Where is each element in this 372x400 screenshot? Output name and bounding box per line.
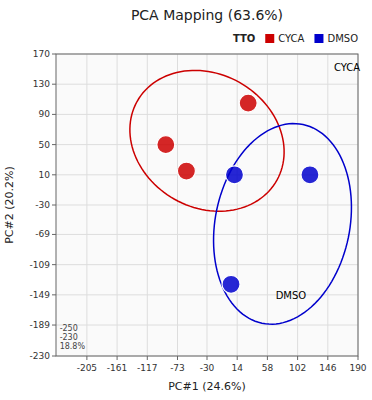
y-tick-label: 130 — [33, 79, 50, 89]
x-tick-label: -205 — [77, 363, 97, 373]
point — [301, 166, 319, 184]
x-tick — [207, 356, 208, 360]
y-tick — [52, 54, 56, 55]
x-tick-label: 58 — [262, 363, 274, 373]
x-tick-label: -117 — [137, 363, 157, 373]
chart: -205-161-117-73-301458102146190-230-189-… — [0, 0, 372, 400]
x-tick — [117, 356, 118, 360]
y-grid-line — [56, 84, 358, 85]
point — [222, 275, 240, 293]
y-tick — [52, 174, 56, 175]
x-tick — [267, 356, 268, 360]
y-tick-label: 50 — [39, 140, 51, 150]
ellipse — [214, 124, 352, 325]
legend-swatch — [314, 34, 323, 43]
x-tick — [297, 356, 298, 360]
annotation: DMSO — [276, 290, 307, 301]
point — [177, 162, 195, 180]
ellipse — [130, 70, 284, 211]
y-tick-label: -69 — [35, 229, 50, 239]
legend-swatch — [265, 34, 274, 43]
x-tick-label: 146 — [319, 363, 336, 373]
y-tick-label: -189 — [30, 320, 51, 330]
y-grid-line — [56, 294, 358, 295]
y-tick — [52, 325, 56, 326]
x-tick — [147, 356, 148, 360]
y-grid-line — [56, 264, 358, 265]
annotation-line: -230 — [60, 333, 78, 342]
plot-background — [56, 54, 358, 356]
x-tick — [86, 356, 87, 360]
y-tick — [52, 114, 56, 115]
grid — [56, 54, 358, 356]
y-tick — [52, 234, 56, 235]
y-grid-line — [56, 144, 358, 145]
annotation-line: DMSO — [276, 290, 307, 301]
y-tick-label: 10 — [39, 170, 51, 180]
plot-frame — [56, 54, 358, 356]
annotation: -250-23018.8% — [60, 324, 86, 351]
y-tick-label: 170 — [33, 49, 50, 59]
x-tick-label: 190 — [349, 363, 366, 373]
y-tick-label: -230 — [30, 351, 51, 361]
y-tick-label: -30 — [35, 200, 50, 210]
x-tick-label: 102 — [289, 363, 306, 373]
x-tick — [327, 356, 328, 360]
legend-label: DMSO — [327, 33, 358, 44]
x-tick — [237, 356, 238, 360]
y-axis-label: PC#2 (20.2%) — [3, 166, 16, 244]
title: PCA Mapping (63.6%) — [131, 7, 283, 23]
y-grid-line — [56, 325, 358, 326]
point — [157, 136, 175, 154]
y-tick — [52, 356, 56, 357]
x-tick — [177, 356, 178, 360]
y-grid-line — [56, 114, 358, 115]
y-tick-label: 90 — [39, 109, 51, 119]
y-tick — [52, 144, 56, 145]
y-tick-label: -149 — [30, 290, 51, 300]
annotation-line: CYCA — [334, 62, 360, 73]
point — [225, 166, 243, 184]
x-axis-label: PC#1 (24.6%) — [168, 380, 246, 393]
data-layer — [130, 70, 352, 324]
y-tick — [52, 264, 56, 265]
y-tick — [52, 84, 56, 85]
annotation: CYCA — [334, 62, 360, 73]
legend-title: TTO — [233, 33, 255, 44]
point — [239, 94, 257, 112]
annotations: CYCA DMSO -250-23018.8% — [60, 62, 361, 352]
y-tick — [52, 205, 56, 206]
legend-label: CYCA — [278, 33, 304, 44]
x-tick-label: -30 — [200, 363, 215, 373]
x-tick-label: -73 — [170, 363, 185, 373]
y-tick — [52, 294, 56, 295]
legend: TTO CYCA DMSO — [233, 33, 358, 44]
y-grid-line — [56, 205, 358, 206]
y-grid-line — [56, 234, 358, 235]
x-tick — [358, 356, 359, 360]
x-tick-label: -161 — [107, 363, 127, 373]
axes: -205-161-117-73-301458102146190-230-189-… — [30, 49, 367, 373]
annotation-line: 18.8% — [60, 342, 86, 351]
x-tick-label: 14 — [231, 363, 243, 373]
y-tick-label: -109 — [30, 260, 51, 270]
annotation-line: -250 — [60, 324, 78, 333]
